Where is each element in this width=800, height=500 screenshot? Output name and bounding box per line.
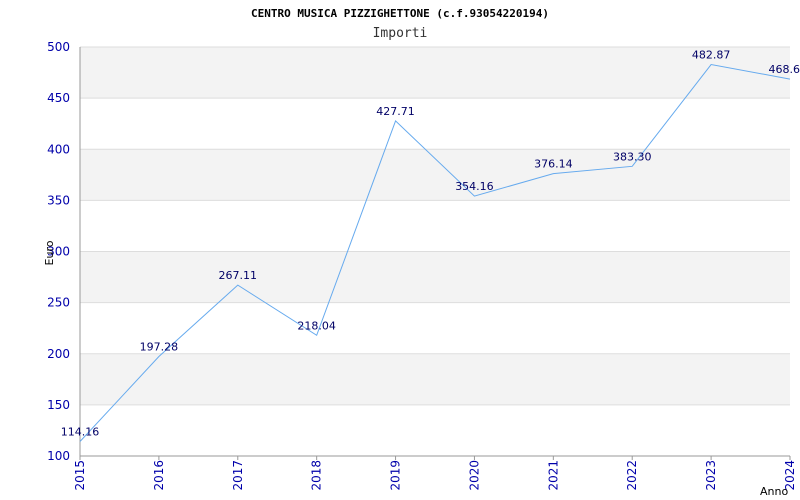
y-tick-label: 250 — [47, 296, 70, 310]
y-tick-label: 400 — [47, 142, 70, 156]
background-band — [80, 98, 790, 150]
data-label: 376.14 — [534, 158, 573, 171]
x-tick-label: 2024 — [783, 460, 797, 491]
data-labels: 114.16 197.28 267.11 218.04 427.71 354.16 376.… — [61, 49, 800, 439]
data-label: 482.87 — [692, 49, 731, 62]
background-band — [80, 353, 790, 405]
plot-background — [79, 46, 790, 457]
y-tick-label: 300 — [47, 245, 70, 259]
background-band — [80, 200, 790, 252]
data-label: 354.16 — [455, 180, 494, 193]
chart-subtitle: Importi — [373, 26, 428, 41]
data-label: 197.28 — [140, 341, 179, 354]
y-axis: 100 150 200 250 300 350 400 450 500 — [47, 40, 70, 463]
background-band — [80, 251, 790, 303]
x-tick-label: 2021 — [546, 460, 560, 491]
y-tick-label: 450 — [47, 91, 70, 105]
x-axis-label: Anno — [760, 485, 788, 498]
series-line — [79, 63, 791, 442]
x-axis: 2015 2016 2017 2018 2019 2020 2021 2022 2023 2024 — [73, 456, 797, 491]
background-band — [80, 47, 790, 99]
background-band — [80, 302, 790, 354]
x-tick-label: 2020 — [467, 460, 481, 491]
y-tick-label: 200 — [47, 347, 70, 361]
x-tick-label: 2023 — [704, 460, 718, 491]
x-tick-label: 2015 — [73, 460, 87, 491]
series-importi — [79, 63, 791, 442]
y-tick-label: 100 — [47, 449, 70, 463]
y-tick-label: 500 — [47, 40, 70, 54]
x-tick-label: 2019 — [389, 460, 403, 491]
y-tick-label: 350 — [47, 193, 70, 207]
data-label: 218.04 — [297, 319, 336, 332]
background-band — [80, 149, 790, 201]
data-label: 267.11 — [219, 269, 258, 282]
data-label: 383.30 — [613, 150, 652, 163]
data-label: 427.71 — [376, 105, 415, 118]
data-label: 468.6 — [769, 63, 800, 76]
x-tick-label: 2017 — [231, 460, 245, 491]
data-label: 114.16 — [61, 426, 100, 439]
background-band — [80, 404, 790, 456]
chart-title: CENTRO MUSICA PIZZIGHETTONE (c.f.9305422… — [251, 7, 549, 20]
y-tick-label: 150 — [47, 398, 70, 412]
x-tick-label: 2018 — [310, 460, 324, 491]
x-tick-label: 2016 — [152, 460, 166, 491]
x-tick-label: 2022 — [625, 460, 639, 491]
y-axis-label: Euro — [43, 240, 56, 265]
